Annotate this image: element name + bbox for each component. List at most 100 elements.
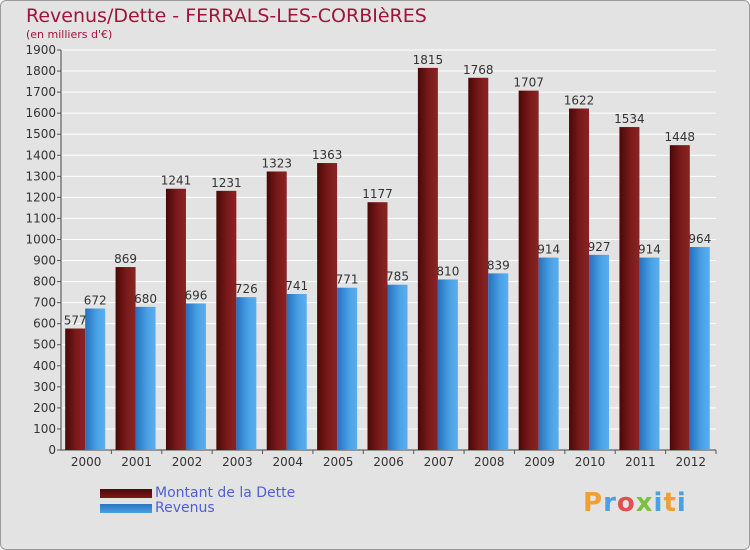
data-label-revenue: 726	[235, 282, 258, 296]
y-tick-label: 1100	[25, 211, 56, 225]
y-tick-label: 600	[33, 317, 56, 331]
data-label-debt: 1707	[513, 76, 544, 90]
y-tick-label: 400	[33, 359, 56, 373]
data-label-debt: 1323	[261, 156, 292, 170]
proxiti-logo: Proxiti	[583, 488, 687, 518]
data-label-revenue: 696	[185, 288, 208, 302]
bar-debt	[65, 328, 86, 450]
y-tick-label: 1300	[25, 169, 56, 183]
y-tick-label: 1200	[25, 190, 56, 204]
x-tick-label: 2005	[323, 455, 354, 469]
y-tick-label: 300	[33, 380, 56, 394]
legend-label-revenue: Revenus	[155, 500, 215, 516]
data-label-debt: 1177	[362, 187, 393, 201]
legend-label-debt: Montant de la Dette	[155, 485, 296, 501]
data-label-revenue: 914	[537, 243, 560, 257]
y-tick-label: 1700	[25, 85, 56, 99]
bar-debt	[468, 77, 489, 450]
bar-debt	[417, 67, 438, 450]
x-tick-label: 2010	[575, 455, 606, 469]
bar-revenue	[589, 254, 610, 450]
bar-debt	[115, 267, 136, 450]
data-label-debt: 1231	[211, 176, 242, 190]
data-label-revenue: 839	[487, 258, 510, 272]
y-tick-label: 100	[33, 422, 56, 436]
bar-revenue	[689, 247, 710, 450]
x-tick-label: 2008	[474, 455, 505, 469]
logo-letter: i	[653, 488, 664, 518]
data-label-debt: 1363	[312, 148, 343, 162]
bar-debt	[317, 163, 338, 451]
data-label-revenue: 672	[84, 294, 107, 308]
x-tick-label: 2000	[71, 455, 102, 469]
y-tick-label: 1000	[25, 232, 56, 246]
legend-swatch-revenue	[100, 504, 152, 513]
data-label-revenue: 771	[336, 273, 359, 287]
data-label-revenue: 680	[134, 292, 157, 306]
data-label-revenue: 810	[436, 264, 459, 278]
bar-revenue	[437, 279, 458, 450]
bar-debt	[165, 188, 186, 450]
bar-debt	[216, 190, 237, 450]
logo-letter: x	[635, 488, 654, 518]
y-tick-label: 1600	[25, 106, 56, 120]
x-tick-label: 2002	[172, 455, 203, 469]
bar-revenue	[387, 284, 408, 450]
y-tick-label: 500	[33, 338, 56, 352]
data-label-debt: 1241	[161, 174, 192, 188]
data-label-revenue: 914	[638, 243, 661, 257]
x-tick-label: 2001	[121, 455, 152, 469]
logo-letter: t	[663, 488, 677, 518]
x-tick-label: 2003	[222, 455, 253, 469]
logo-letter: o	[616, 488, 636, 518]
x-tick-label: 2012	[676, 455, 707, 469]
data-label-revenue: 964	[688, 232, 711, 246]
y-tick-label: 800	[33, 275, 56, 289]
bar-revenue	[185, 303, 206, 450]
bar-debt	[367, 202, 388, 450]
y-tick-label: 1400	[25, 148, 56, 162]
data-label-revenue: 927	[588, 240, 611, 254]
y-tick-label: 1900	[25, 43, 56, 57]
logo-letter: r	[603, 488, 617, 518]
bar-revenue	[337, 287, 358, 450]
x-tick-label: 2007	[424, 455, 455, 469]
data-label-debt: 869	[114, 252, 137, 266]
chart-title: Revenus/Dette - FERRALS-LES-CORBIèRES	[26, 5, 427, 27]
y-tick-label: 1800	[25, 64, 56, 78]
data-label-debt: 1534	[614, 112, 645, 126]
bar-debt	[518, 90, 539, 450]
y-tick-label: 900	[33, 254, 56, 268]
logo-letter: P	[583, 488, 604, 518]
bar-revenue	[236, 297, 257, 450]
bar-revenue	[538, 257, 559, 450]
data-label-revenue: 785	[386, 270, 409, 284]
y-tick-label: 0	[48, 443, 56, 457]
y-tick-label: 700	[33, 296, 56, 310]
bar-debt	[619, 127, 640, 450]
bar-revenue	[135, 306, 156, 450]
bar-revenue	[286, 294, 307, 450]
bar-revenue	[488, 273, 509, 450]
y-tick-label: 1500	[25, 127, 56, 141]
logo-letter: i	[676, 488, 687, 518]
x-tick-label: 2009	[524, 455, 555, 469]
bar-debt	[569, 108, 590, 451]
data-label-revenue: 741	[285, 279, 308, 293]
data-label-debt: 577	[64, 314, 87, 328]
bar-debt	[266, 171, 287, 450]
y-tick-label: 200	[33, 401, 56, 415]
legend-swatch-debt	[100, 489, 152, 498]
x-tick-label: 2004	[272, 455, 303, 469]
x-tick-label: 2006	[373, 455, 404, 469]
data-label-debt: 1768	[463, 63, 494, 77]
data-label-debt: 1448	[665, 130, 696, 144]
data-label-debt: 1815	[413, 53, 444, 67]
bar-revenue	[639, 257, 660, 450]
data-label-debt: 1622	[564, 94, 595, 108]
bar-debt	[669, 145, 690, 450]
bar-revenue	[85, 308, 106, 450]
chart-subtitle: (en milliers d'€)	[26, 28, 113, 41]
x-tick-label: 2011	[625, 455, 656, 469]
